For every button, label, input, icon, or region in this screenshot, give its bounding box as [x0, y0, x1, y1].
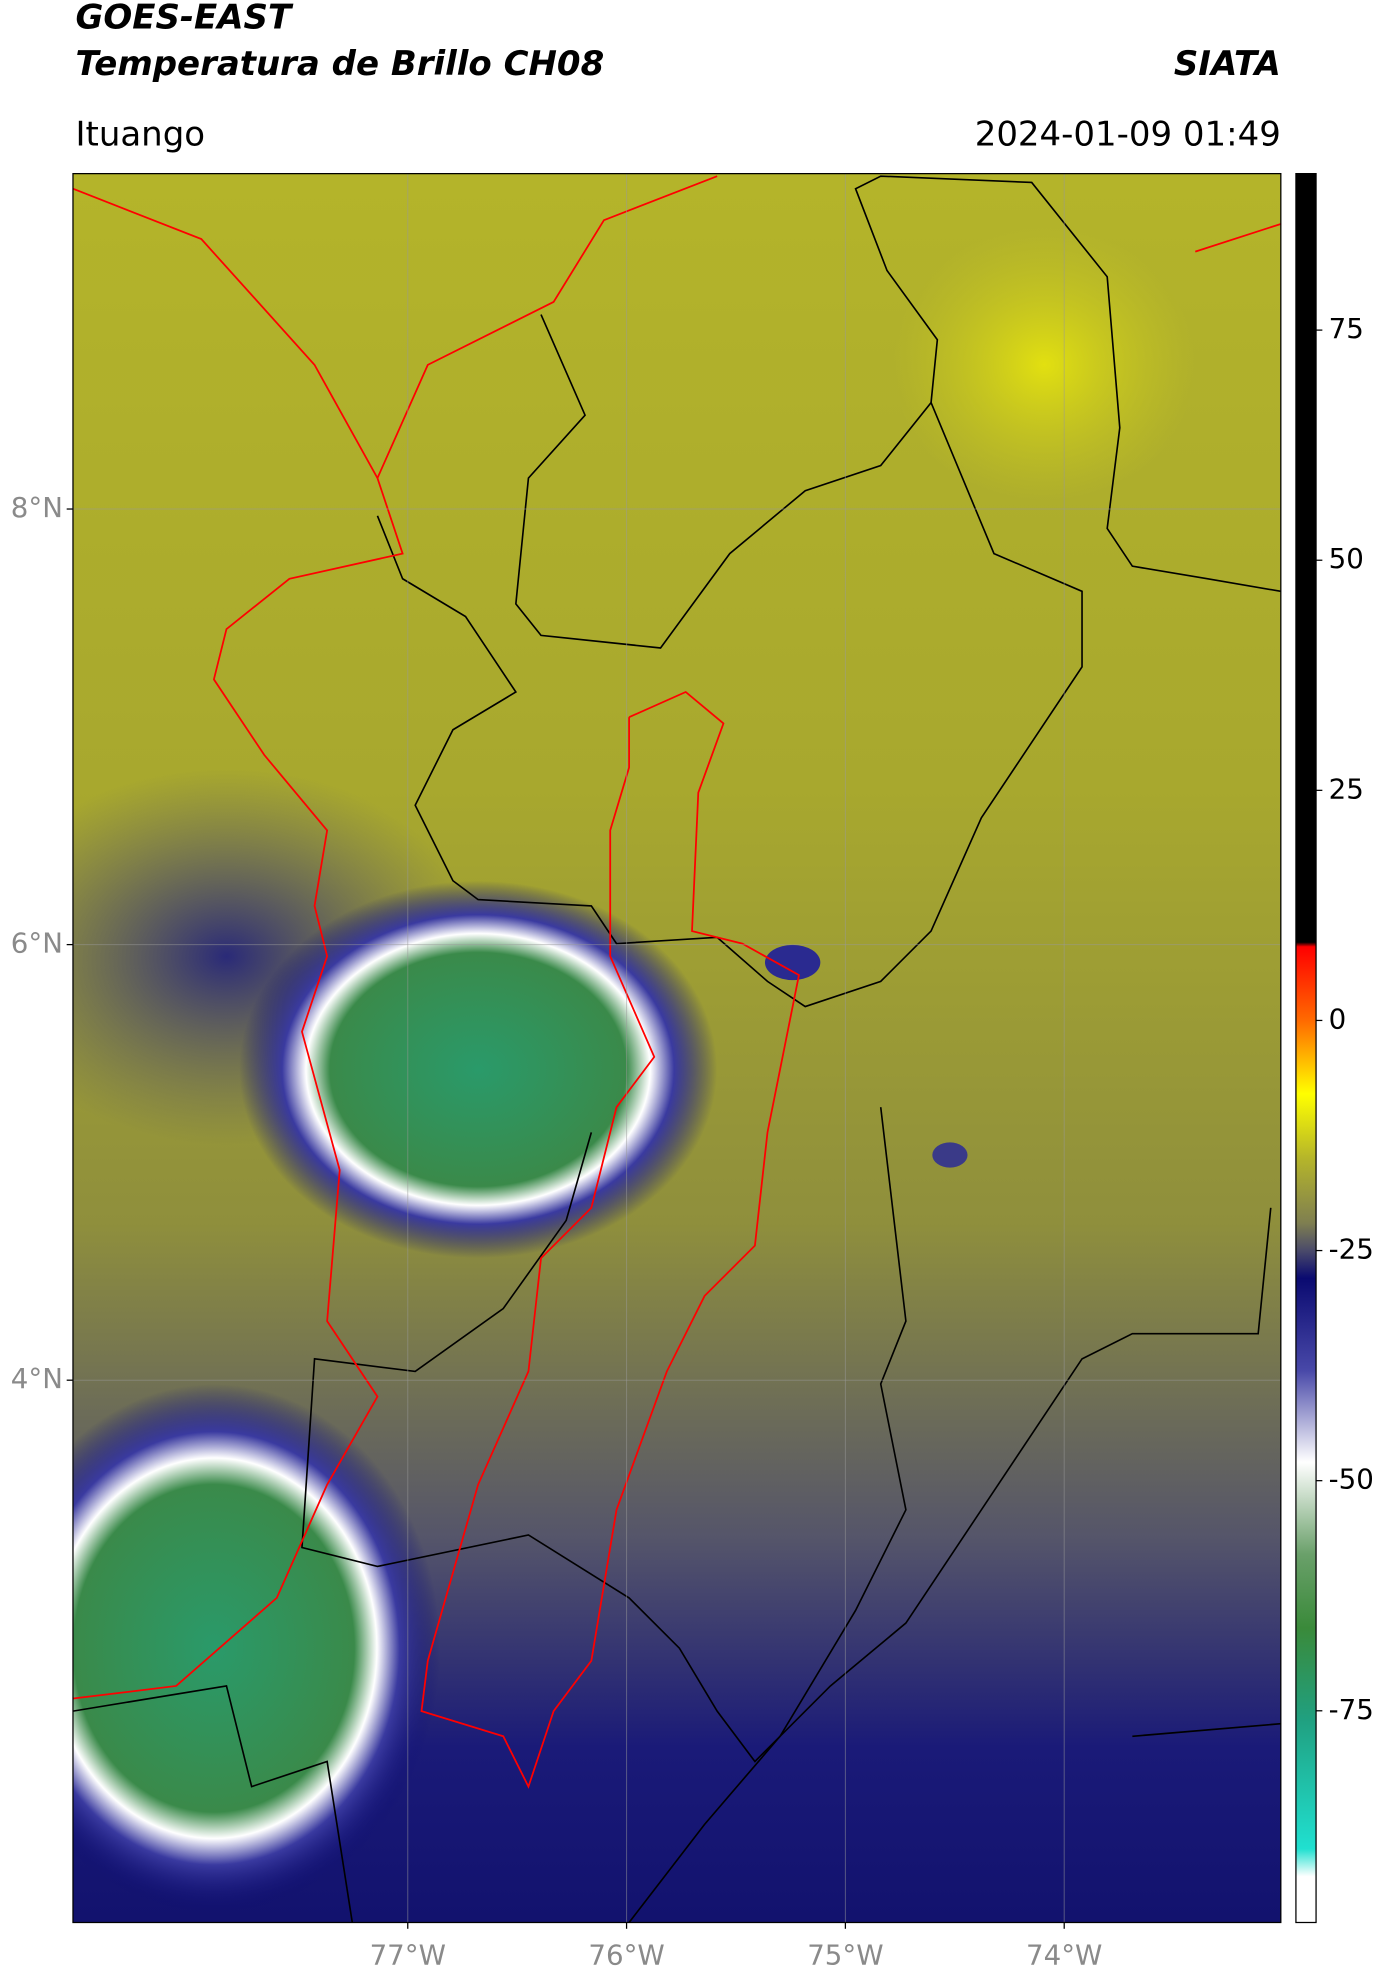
x-tick-label: 76°W [588, 1938, 664, 1971]
coastline [72, 187, 404, 1700]
colorbar-tick-label: -50 [1329, 1463, 1374, 1496]
coastline [1195, 223, 1281, 253]
map-frame [72, 172, 1282, 1924]
cold-spot [932, 1142, 968, 1168]
warm-area [893, 226, 1196, 504]
datetime: 2024-01-09 01:49 [975, 114, 1281, 154]
colorbar-tick-label: 75 [1329, 312, 1364, 345]
colorbar-tick-label: -25 [1329, 1233, 1374, 1266]
border [515, 175, 1281, 649]
brand: SIATA [1174, 44, 1281, 84]
subtitle: Temperatura de Brillo CH08 [75, 44, 604, 84]
x-tick-label: 74°W [1026, 1938, 1102, 1971]
border [628, 1107, 907, 1923]
y-tick-label: 6°N [11, 927, 63, 960]
basin-outline [420, 690, 800, 1789]
colorbar-tick-label: 50 [1329, 542, 1364, 575]
colorbar-tick-label: 25 [1329, 772, 1364, 805]
coastline [376, 175, 718, 479]
title: GOES-EAST [75, 0, 293, 37]
x-tick-label: 75°W [807, 1938, 883, 1971]
location: Ituango [75, 114, 205, 154]
colorbar [1295, 172, 1317, 1924]
border [376, 402, 1083, 1008]
map-axes: 77°W 76°W 75°W 74°W 8°N 6°N 4°N [11, 173, 1281, 1971]
storm-cloud [239, 880, 718, 1259]
storm-cloud [72, 1384, 441, 1913]
border [72, 1685, 354, 1923]
colorbar-tick-label: 0 [1329, 1002, 1347, 1035]
x-tick-label: 77°W [370, 1938, 446, 1971]
map [72, 173, 1281, 1923]
y-tick-label: 8°N [11, 491, 63, 524]
cold-spot [764, 944, 821, 981]
y-tick-label: 4°N [11, 1362, 63, 1395]
border [301, 1132, 1272, 1763]
colorbar-tick-label: -75 [1329, 1693, 1374, 1726]
border [1132, 1722, 1281, 1738]
